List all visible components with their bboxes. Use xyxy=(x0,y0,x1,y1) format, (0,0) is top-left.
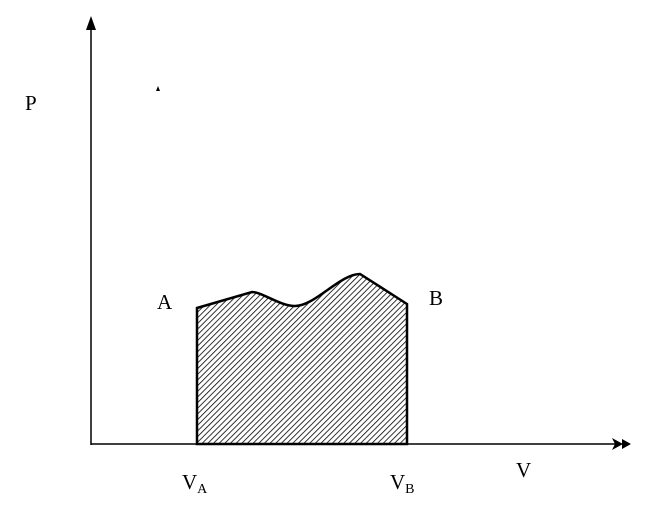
x-axis-arrowhead-second xyxy=(622,439,631,449)
va-label: VA xyxy=(182,470,208,497)
hatched-area-region xyxy=(195,272,409,446)
small-triangle-marker xyxy=(156,86,160,91)
point-a-label: A xyxy=(157,290,173,314)
y-axis-arrowhead xyxy=(86,16,96,30)
x-axis-arrowhead xyxy=(612,438,623,450)
x-axis-label: V xyxy=(516,458,531,482)
point-b-label: B xyxy=(429,286,443,310)
vb-label: VB xyxy=(390,470,415,497)
y-axis-label: P xyxy=(25,91,37,115)
